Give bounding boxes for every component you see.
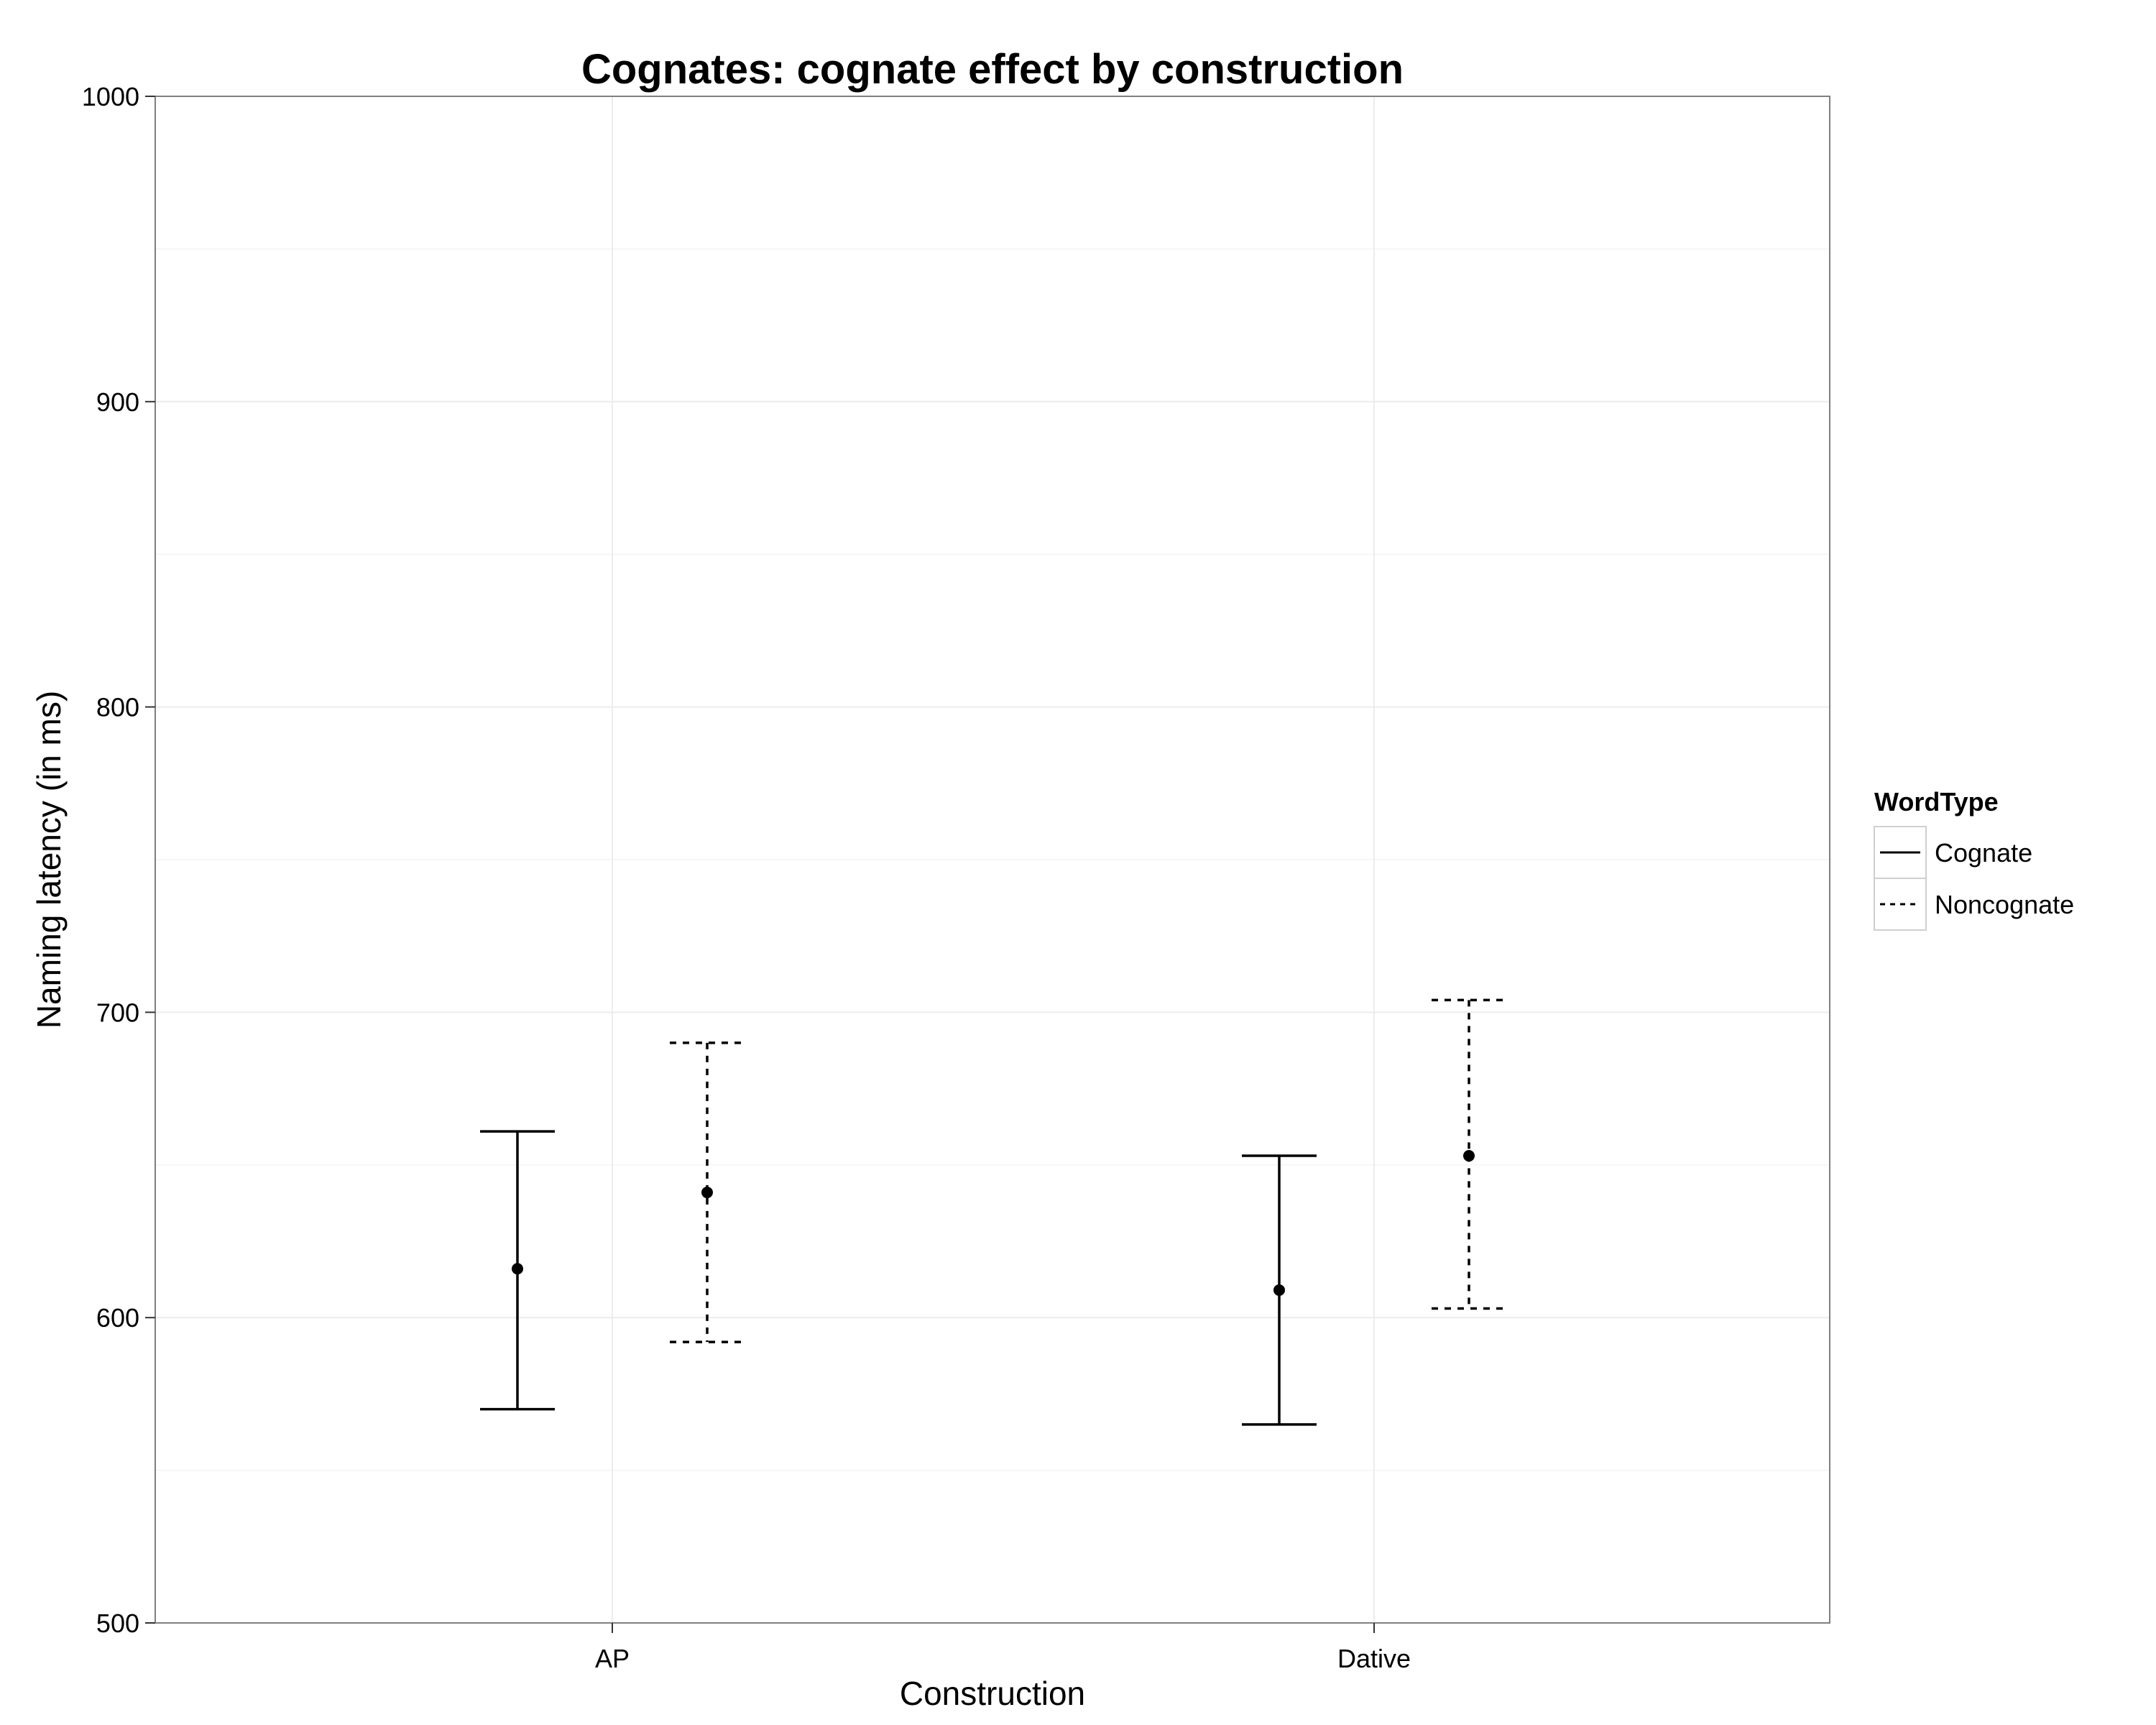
x-tick-label-ap: AP [595,1644,630,1673]
error-bars [480,998,1506,1426]
errorbar-cognate-dative [1242,1154,1317,1426]
plot-panel-border [155,96,1830,1624]
y-tick-label: 600 [96,1303,139,1333]
y-tick-label: 700 [96,998,139,1027]
y-tick-label: 1000 [82,82,139,111]
legend: WordType Cognate Noncognate [1874,787,2074,931]
mean-point [1463,1150,1475,1162]
x-tick-label-dative: Dative [1337,1644,1411,1673]
x-axis-label: Construction [900,1675,1085,1712]
errorbar-noncognate-ap [670,1041,745,1343]
legend-label-noncognate: Noncognate [1935,890,2074,919]
y-tick-label: 500 [96,1609,139,1638]
mean-point [512,1263,523,1275]
chart-title: Cognates: cognate effect by construction [581,46,1404,93]
y-axis-label: Naming latency (in ms) [30,691,68,1029]
y-tick-label: 900 [96,387,139,417]
errorbar-cognate-ap [480,1130,555,1411]
legend-label-cognate: Cognate [1935,838,2032,868]
errorbar-noncognate-dative [1432,998,1506,1310]
mean-point [701,1187,713,1199]
legend-title: WordType [1874,787,1999,816]
mean-point [1273,1284,1285,1296]
y-tick-label: 800 [96,693,139,722]
axes: 500 600 700 800 900 1000 AP Dative [82,82,1411,1673]
